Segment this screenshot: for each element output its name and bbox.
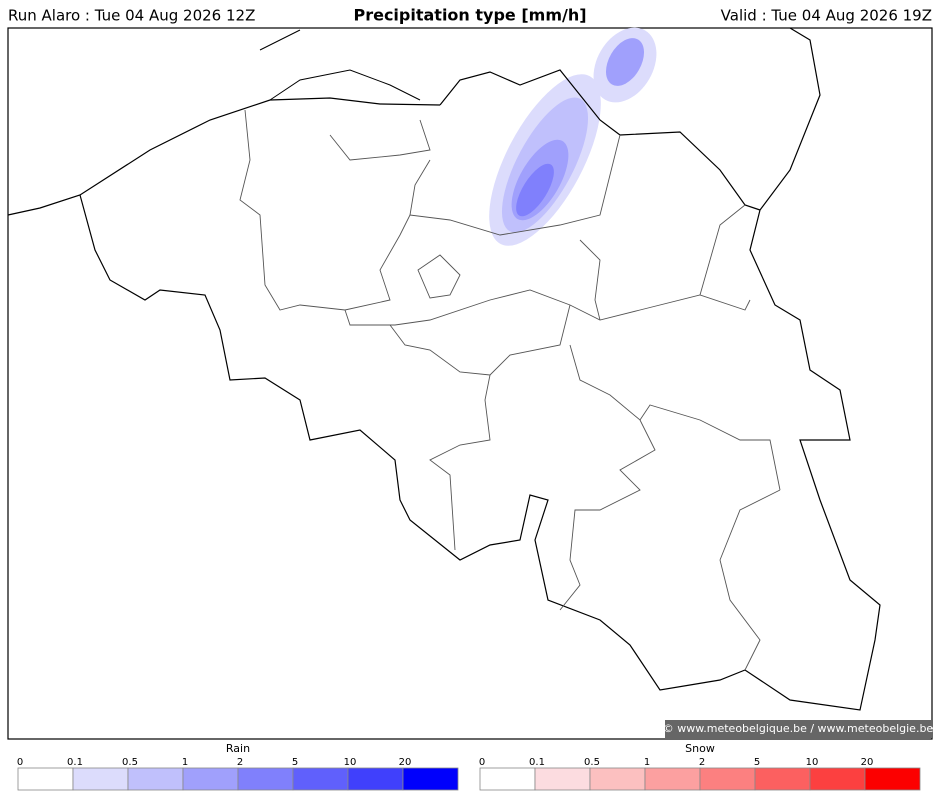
legend-title: Snow	[685, 742, 715, 755]
run-label: Run Alaro : Tue 04 Aug 2026 12Z	[8, 7, 255, 25]
legend-tick: 2	[699, 757, 705, 768]
legend-tick: 0.5	[122, 757, 138, 768]
legend-tick: 0	[479, 757, 485, 768]
legend-tick: 0.1	[67, 757, 83, 768]
precipitation	[489, 27, 657, 246]
legend-swatch	[347, 767, 404, 791]
legend-tick: 10	[344, 757, 357, 768]
legend-swatch	[644, 767, 701, 791]
legend-tick: 0	[17, 757, 23, 768]
map: © www.meteobelgique.be / www.meteobelgie…	[7, 27, 934, 740]
legend-swatch	[754, 767, 811, 791]
legend-tick: 2	[237, 757, 243, 768]
legend-swatch	[182, 767, 239, 791]
map-title: Precipitation type [mm/h]	[353, 6, 586, 25]
legend-tick: 20	[861, 757, 874, 768]
legend-swatch	[237, 767, 294, 791]
map-frame	[7, 27, 933, 740]
legend-swatch	[72, 767, 129, 791]
legend-tick: 10	[806, 757, 819, 768]
legend-tick: 5	[292, 757, 298, 768]
legend-swatch	[402, 767, 459, 791]
legend-swatch	[864, 767, 921, 791]
legend-swatch	[292, 767, 349, 791]
legend-swatch	[17, 767, 74, 791]
legend-swatch	[534, 767, 591, 791]
legend-tick: 1	[182, 757, 188, 768]
legend-tick: 0.1	[529, 757, 545, 768]
borders	[7, 27, 881, 711]
legend-swatch	[479, 767, 536, 791]
credit-box	[665, 720, 931, 738]
legend-swatch	[699, 767, 756, 791]
legend-tick: 1	[644, 757, 650, 768]
legend-swatch	[589, 767, 646, 791]
province-lines	[239, 109, 781, 671]
valid-label: Valid : Tue 04 Aug 2026 19Z	[721, 7, 932, 25]
legend-tick: 5	[754, 757, 760, 768]
legend-swatch	[809, 767, 866, 791]
legend-tick: 0.5	[584, 757, 600, 768]
legends: Rain 0 0.1 0.5 1 2 5 10 20 Snow 0 0.1 0.5 1 2 5 10 20	[17, 742, 921, 791]
legend-swatch	[127, 767, 184, 791]
legend-title: Rain	[226, 742, 250, 755]
legend-tick: 20	[399, 757, 412, 768]
credit: © www.meteobelgique.be / www.meteobelgie…	[663, 722, 934, 735]
